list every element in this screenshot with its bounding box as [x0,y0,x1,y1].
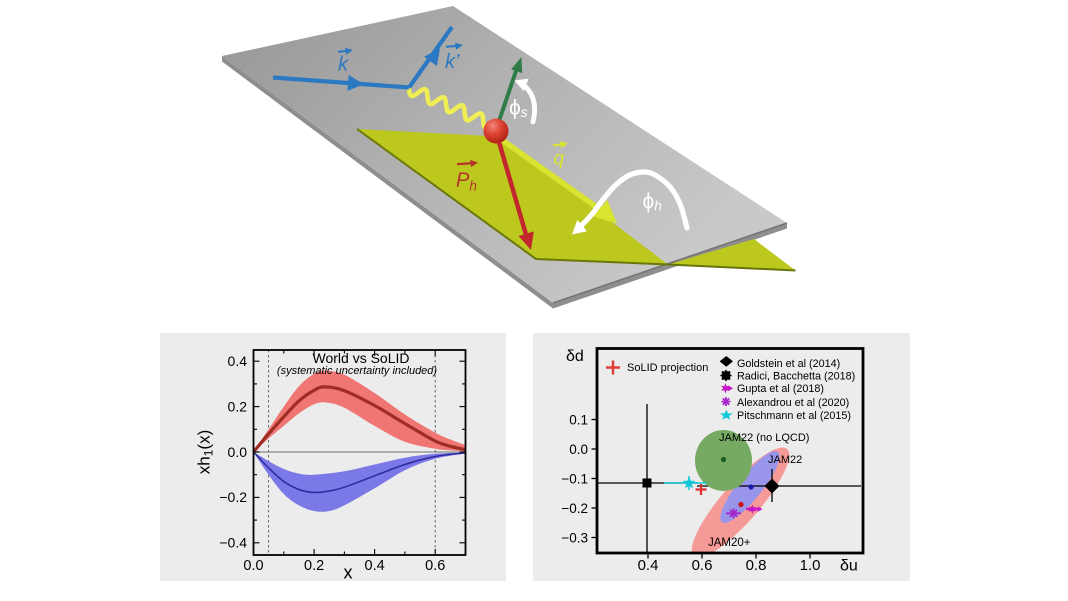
svg-text:0.1: 0.1 [569,412,588,427]
svg-text:World vs SoLID: World vs SoLID [313,350,410,366]
svg-text:−0.1: −0.1 [561,471,588,486]
svg-text:0.6: 0.6 [425,558,445,574]
svg-text:−0.2: −0.2 [219,489,247,505]
svg-text:δu: δu [840,558,858,575]
svg-text:−0.4: −0.4 [219,535,247,551]
svg-text:Gupta et al (2018): Gupta et al (2018) [737,383,824,395]
svg-text:(systematic uncertainty includ: (systematic uncertainty included) [277,365,438,377]
svg-text:1.0: 1.0 [800,557,821,574]
svg-text:−0.2: −0.2 [561,501,588,516]
svg-text:0.4: 0.4 [638,557,659,574]
svg-text:0.0: 0.0 [228,444,248,460]
svg-text:Goldstein et al (2014): Goldstein et al (2014) [737,358,840,370]
svg-text:0.8: 0.8 [746,557,767,574]
svg-text:k’: k’ [445,51,460,73]
svg-text:0.6: 0.6 [692,557,713,574]
svg-text:k: k [338,54,349,76]
svg-text:−0.3: −0.3 [561,530,588,545]
svg-text:Pitschmann et al (2015): Pitschmann et al (2015) [737,410,851,422]
svg-text:0.4: 0.4 [228,353,248,369]
svg-text:0.2: 0.2 [304,558,324,574]
svg-text:0.4: 0.4 [365,558,385,574]
svg-text:0.0: 0.0 [243,558,263,574]
svg-text:JAM20+: JAM20+ [708,537,751,549]
svg-text:JAM22: JAM22 [768,454,802,466]
svg-text:SoLID projection: SoLID projection [627,362,708,374]
svg-text:δd: δd [566,348,584,365]
svg-text:q: q [554,149,565,170]
svg-text:0.0: 0.0 [569,442,588,457]
svg-text:0.2: 0.2 [228,398,248,414]
svg-text:JAM22 (no LQCD): JAM22 (no LQCD) [719,432,809,444]
svg-text:x: x [344,563,353,583]
svg-text:xh1(x): xh1(x) [195,430,216,474]
svg-text:Alexandrou et al (2020): Alexandrou et al (2020) [737,397,849,409]
svg-text:Radici, Bacchetta (2018): Radici, Bacchetta (2018) [737,370,855,382]
